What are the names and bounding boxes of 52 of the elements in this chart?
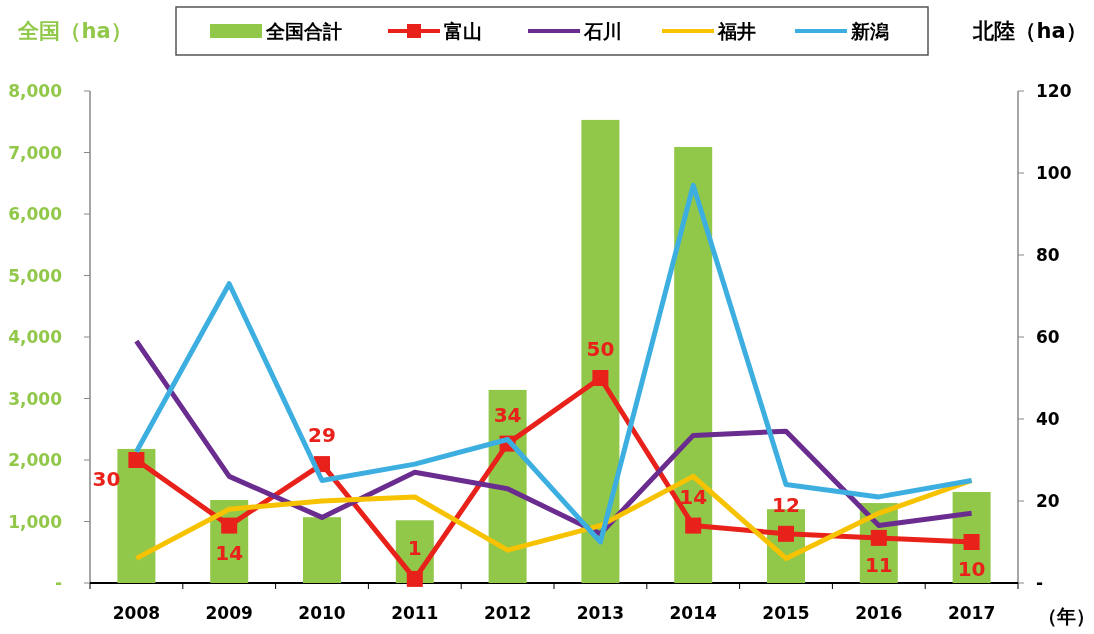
point (128, 452, 145, 468)
x-tick-label: 2010 (298, 603, 346, 623)
data-label: 14 (679, 484, 708, 509)
y2-tick-label: - (1036, 573, 1044, 593)
point (778, 525, 794, 542)
legend-label: 福井 (717, 20, 756, 42)
x-tick-label: 2015 (762, 603, 810, 623)
y-tick-label: - (54, 573, 62, 593)
y2-axis-title: 北陸（ha） (972, 19, 1087, 43)
legend-label: 全国合計 (265, 20, 342, 42)
y-tick-label: 5,000 (8, 265, 63, 286)
data-label: 29 (308, 423, 336, 448)
x-tick-label: 2013 (576, 603, 625, 623)
y-tick-label: 2,000 (8, 450, 63, 470)
y2-tick-label: 60 (1036, 327, 1060, 347)
point (963, 534, 980, 550)
point (221, 517, 238, 534)
y-tick-label: 3,000 (8, 388, 63, 409)
x-tick-label: 2012 (483, 603, 532, 623)
x-axis-title: （年） (1037, 605, 1094, 627)
legend-label: 新潟 (850, 20, 889, 42)
y2-tick-label: 100 (1036, 163, 1072, 183)
legend-label: 富山 (444, 20, 482, 42)
bar (303, 517, 341, 583)
x-tick-label: 2017 (947, 603, 996, 623)
data-label: 14 (215, 540, 244, 565)
y2-tick-label: 120 (1036, 81, 1072, 101)
point (685, 517, 702, 534)
data-label: 11 (864, 552, 893, 577)
data-label: 10 (957, 557, 986, 581)
point (870, 529, 887, 546)
point (406, 570, 423, 587)
y2-tick-label: 40 (1036, 409, 1060, 429)
data-label: 34 (493, 402, 522, 427)
data-label: 1 (407, 535, 422, 560)
y2-tick-label: 80 (1036, 245, 1060, 265)
legend-label: 石川 (583, 20, 622, 42)
y-tick-label: 7,000 (8, 142, 63, 163)
y-axis-title: 全国（ha） (17, 19, 132, 43)
y-tick-label: 1,000 (8, 511, 63, 532)
x-tick-label: 2008 (112, 603, 161, 623)
bar (581, 119, 620, 583)
point (592, 370, 609, 386)
x-tick-label: 2009 (205, 603, 253, 623)
y2-tick-label: 20 (1036, 491, 1060, 511)
y-tick-label: 4,000 (8, 327, 63, 347)
x-tick-label: 2011 (391, 603, 439, 623)
y-tick-label: 6,000 (8, 204, 63, 224)
x-tick-label: 2016 (855, 603, 903, 623)
x-tick-label: 2014 (669, 603, 718, 623)
y-tick-label: 8,000 (8, 81, 63, 101)
data-label: 50 (586, 337, 615, 361)
